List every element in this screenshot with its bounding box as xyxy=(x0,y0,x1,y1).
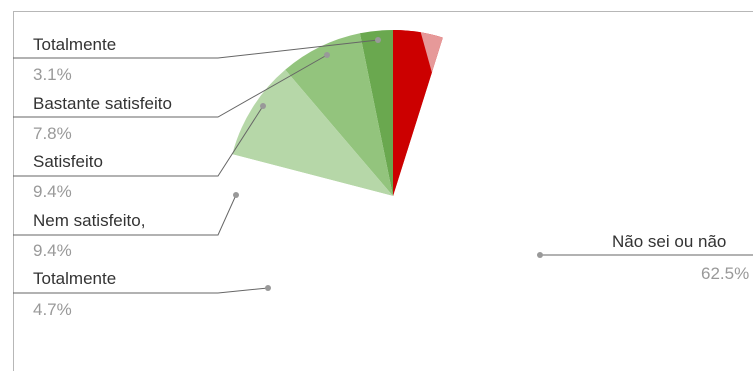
slice-value-label-1: 3.1% xyxy=(33,65,72,84)
pie-slice-6-core xyxy=(393,29,432,196)
slice-label-5: Não sei ou não xyxy=(612,232,726,251)
leader-dot-1 xyxy=(375,37,381,43)
slice-label-3: Satisfeito xyxy=(33,152,103,171)
leader-line-6 xyxy=(13,287,269,294)
pie-slice-4 xyxy=(226,154,393,254)
leader-line-4 xyxy=(13,194,237,236)
slice-label-4: Nem satisfeito, xyxy=(33,211,145,230)
slice-value-label-6: 4.7% xyxy=(33,300,72,319)
slice-label-1: Totalmente xyxy=(33,35,116,54)
leader-dot-3 xyxy=(260,103,266,109)
leader-line-1 xyxy=(13,39,379,59)
slice-label-2: Bastante satisfeito xyxy=(33,94,172,113)
pie-slice-1 xyxy=(359,29,393,196)
slice-value-label-4: 9.4% xyxy=(33,241,72,260)
leader-line-2 xyxy=(13,54,328,118)
pie-slices xyxy=(226,29,560,362)
slice-value-label-5: 62.5% xyxy=(701,264,749,283)
leader-dot-5 xyxy=(537,252,543,258)
leader-dot-4 xyxy=(233,192,239,198)
pie-slice-5 xyxy=(237,37,560,362)
leader-lines xyxy=(13,37,753,294)
pie-slice-3 xyxy=(232,69,393,196)
leader-dot-6 xyxy=(265,285,271,291)
pie-slice-2 xyxy=(285,33,393,196)
leader-dot-2 xyxy=(324,52,330,58)
leader-line-3 xyxy=(13,105,264,177)
slice-labels: Totalmente 3.1% Bastante satisfeito 7.8% Sat… xyxy=(33,35,749,319)
slice-label-6: Totalmente xyxy=(33,269,116,288)
slice-value-label-3: 9.4% xyxy=(33,182,72,201)
slice-value-label-2: 7.8% xyxy=(33,124,72,143)
